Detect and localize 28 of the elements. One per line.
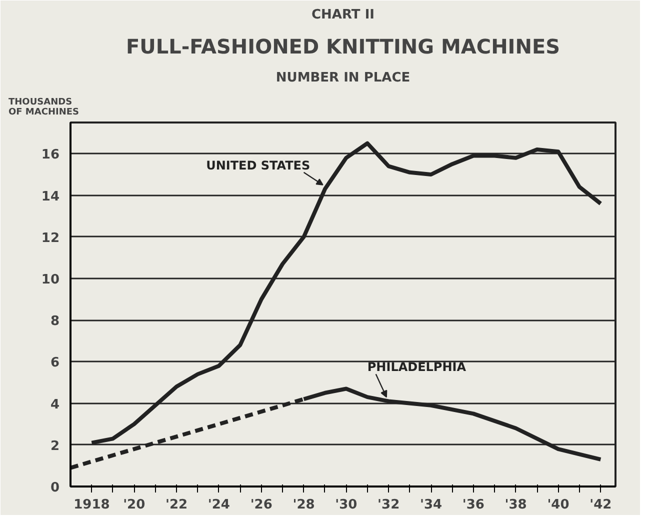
y-tick-label: 0 (50, 480, 60, 496)
y-axis-title: THOUSANDS OF MACHINES (8, 98, 80, 118)
x-tick-label: '22 (165, 498, 188, 512)
y-tick-label: 6 (50, 356, 60, 371)
x-tick-label: '30 (335, 498, 358, 512)
x-tick-label: '28 (292, 498, 315, 512)
series-label: UNITED STATES (206, 158, 310, 172)
y-tick-label: 12 (41, 230, 60, 246)
y-tick-label: 8 (50, 314, 60, 330)
x-tick-label: '20 (123, 498, 146, 512)
y-tick-label: 10 (41, 272, 60, 288)
chart-title: FULL-FASHIONED KNITTING MACHINES (126, 34, 560, 58)
y-tick-label: 14 (41, 189, 60, 204)
text: CHART II (312, 8, 374, 22)
x-tick-label: 1918 (74, 498, 110, 512)
x-tick-label: '24 (208, 498, 230, 512)
x-tick-label: '36 (462, 498, 484, 512)
x-tick-label: '26 (250, 498, 272, 512)
x-tick-label: '42 (590, 498, 612, 512)
x-tick-label: '32 (378, 498, 400, 512)
y-tick-label: 2 (50, 438, 60, 454)
y-tick-label: 4 (50, 397, 60, 412)
x-tick-label: '38 (504, 498, 527, 512)
series-label: PHILADELPHIA (367, 360, 467, 374)
chart-subtitle: NUMBER IN PLACE (276, 70, 410, 86)
y-tick-label: 16 (41, 148, 60, 163)
x-tick-label: '34 (420, 498, 442, 512)
x-tick-label: '40 (547, 498, 570, 512)
